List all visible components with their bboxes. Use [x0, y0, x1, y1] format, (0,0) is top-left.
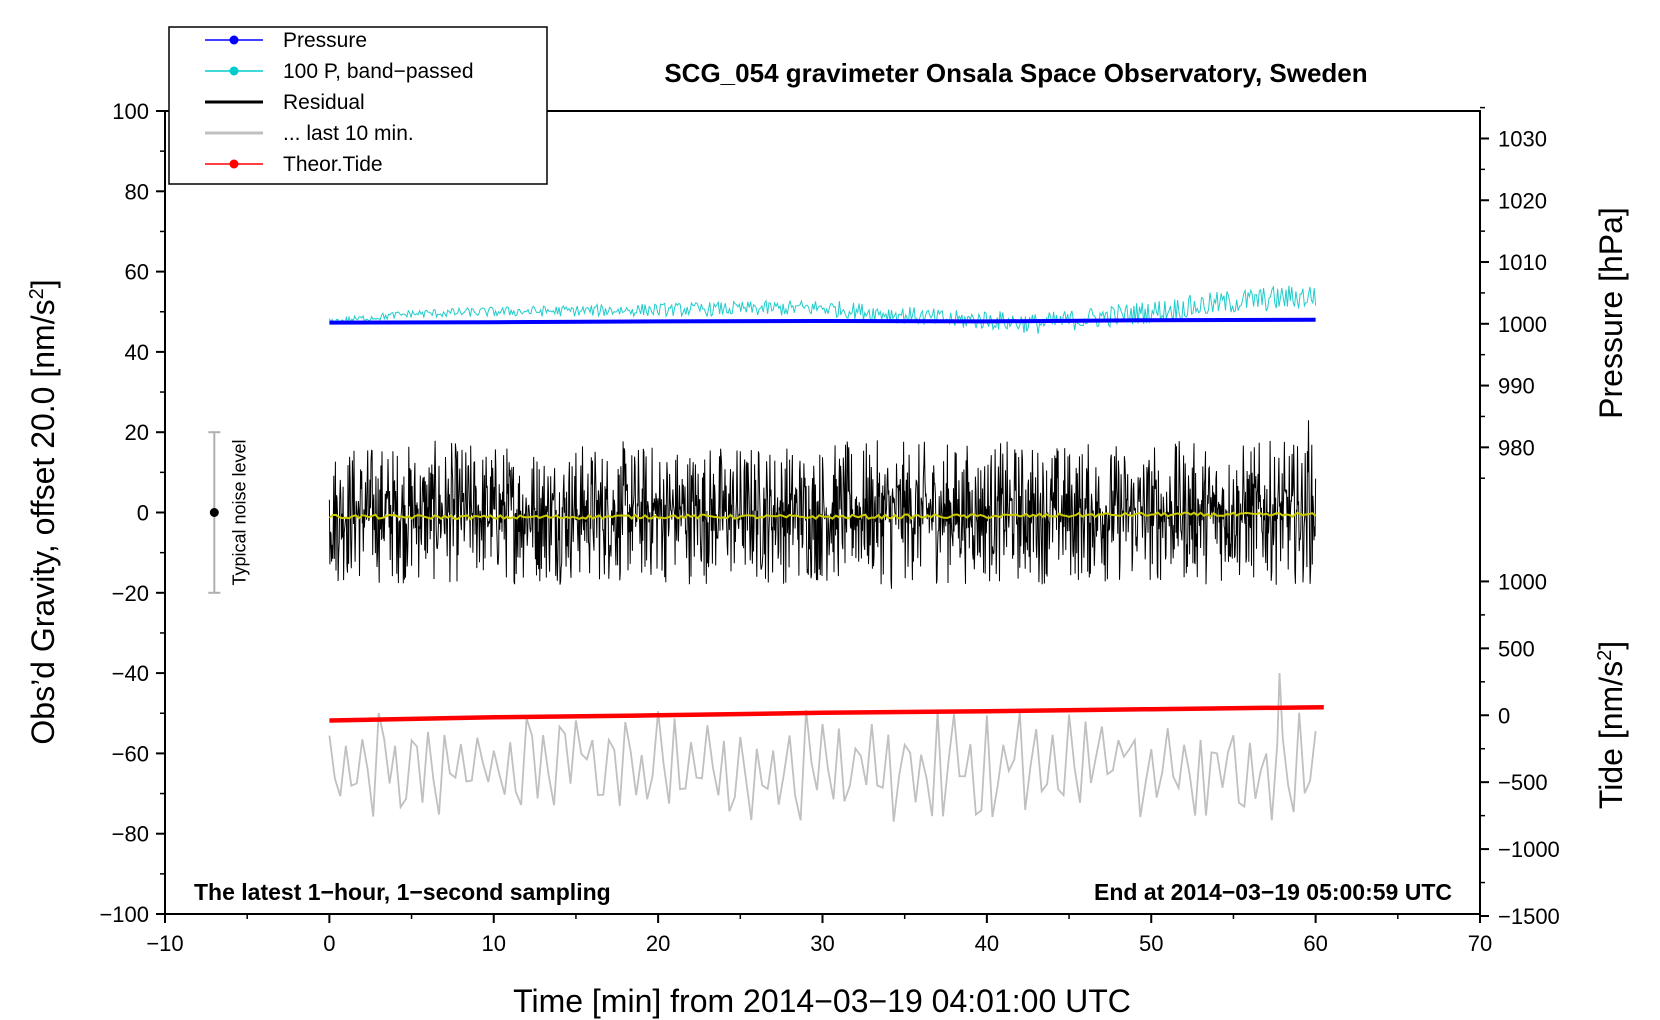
pressure-tick-label: 1000 — [1498, 312, 1547, 337]
pressure-tick-label: 1010 — [1498, 250, 1547, 275]
y-axis-title-close: ] — [25, 279, 61, 288]
x-tick-label: 10 — [482, 931, 506, 956]
legend-box — [168, 26, 548, 185]
y-tick-label: −40 — [112, 661, 149, 686]
series-pressure — [329, 317, 1316, 325]
series-last-10-min — [328, 673, 1317, 822]
legend-label: Residual — [283, 91, 365, 114]
series-pressure-bandpassed — [328, 285, 1317, 334]
tide-tick-label: −1500 — [1498, 904, 1560, 929]
tide-axis-title-close: ] — [1593, 641, 1629, 650]
legend-label: ... last 10 min. — [283, 122, 414, 145]
y-tick-label: −60 — [112, 741, 149, 766]
tide-axis: −1500 −1000 −500 0 500 1000 — [1480, 569, 1560, 929]
series-residual-smoothed — [328, 511, 1317, 521]
pressure-tick-label: 990 — [1498, 374, 1535, 399]
y-tick-label: 20 — [125, 420, 149, 445]
pressure-tick-label: 980 — [1498, 435, 1535, 460]
tide-tick-label: 0 — [1498, 703, 1510, 728]
legend-marker — [229, 159, 239, 169]
pressure-tick-label: 1020 — [1498, 188, 1547, 213]
y-tick-label: 100 — [112, 99, 149, 124]
x-tick-label: 50 — [1139, 931, 1163, 956]
legend-marker — [229, 66, 239, 76]
noise-bar-label: Typical noise level — [229, 439, 249, 585]
y-axis-title: Obs’d Gravity, offset 20.0 [nm/s2] — [25, 279, 61, 744]
y-tick-label: 0 — [137, 501, 149, 526]
x-tick-label: 30 — [810, 931, 834, 956]
y-tick-label: −100 — [99, 902, 149, 927]
legend-label: Theor.Tide — [283, 153, 383, 176]
note-sampling: The latest 1−hour, 1−second sampling — [194, 879, 611, 905]
tide-axis-title-sup: 2 — [1594, 650, 1616, 661]
x-tick-label: −10 — [146, 931, 183, 956]
legend: Pressure 100 P, band−passed Residual ... la… — [205, 29, 474, 176]
tide-tick-label: 1000 — [1498, 569, 1547, 594]
legend-label: Pressure — [283, 29, 367, 52]
pressure-tick-label: 1030 — [1498, 126, 1547, 151]
y-tick-label: −80 — [112, 822, 149, 847]
y-tick-label: 40 — [125, 340, 149, 365]
tide-tick-label: −1000 — [1498, 837, 1560, 862]
x-tick-label: 0 — [323, 931, 335, 956]
x-tick-label: 60 — [1303, 931, 1327, 956]
tide-axis-title: Tide [nm/s2] — [1593, 641, 1629, 809]
x-tick-label: 70 — [1468, 931, 1492, 956]
tide-tick-label: −500 — [1498, 770, 1548, 795]
y-axis-title-main: Obs’d Gravity, offset 20.0 [nm/s — [25, 299, 61, 744]
y-axis-title-sup: 2 — [26, 288, 48, 299]
x-axis: −10 0 10 20 30 40 50 60 70 — [146, 914, 1492, 956]
series-residual — [328, 420, 1317, 589]
note-end-time: End at 2014−03−19 05:00:59 UTC — [1094, 879, 1452, 905]
noise-bar-center-dot — [209, 508, 219, 517]
tide-axis-title-main: Tide [nm/s — [1593, 661, 1629, 809]
pressure-axis: 980 990 1000 1010 1020 1030 — [1480, 106, 1547, 479]
series-layer — [328, 285, 1324, 822]
tide-tick-label: 500 — [1498, 636, 1535, 661]
y-axis-left: −100 −80 −60 −40 −20 0 20 40 60 80 100 — [99, 99, 165, 927]
x-tick-label: 20 — [646, 931, 670, 956]
x-tick-label: 40 — [975, 931, 999, 956]
legend-marker — [229, 35, 239, 45]
series-theor-tide — [329, 704, 1324, 723]
legend-label: 100 P, band−passed — [283, 60, 474, 83]
pressure-axis-title: Pressure [hPa] — [1593, 207, 1629, 419]
y-tick-label: 80 — [125, 179, 149, 204]
noise-level-indicator: Typical noise level — [208, 431, 249, 594]
y-tick-label: −20 — [112, 581, 149, 606]
x-axis-title: Time [min] from 2014−03−19 04:01:00 UTC — [513, 983, 1131, 1019]
chart-title: SCG_054 gravimeter Onsala Space Observat… — [664, 58, 1367, 88]
y-tick-label: 60 — [125, 260, 149, 285]
